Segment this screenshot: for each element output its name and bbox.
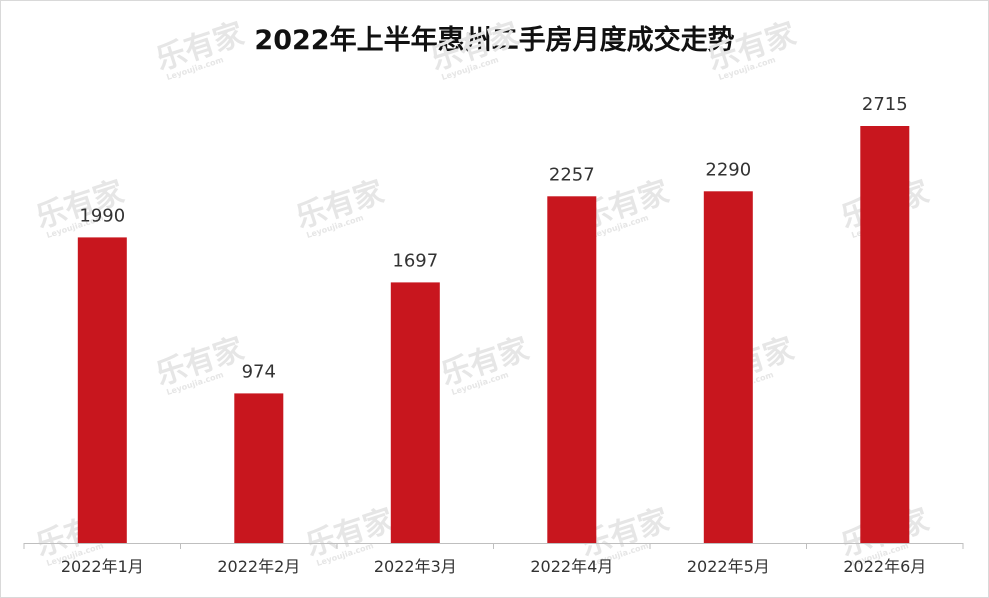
x-tick-label-6: 2022年6月 xyxy=(843,557,926,576)
bar-6 xyxy=(860,126,910,543)
x-tick-label-2: 2022年2月 xyxy=(217,557,300,576)
chart-title: 2022年上半年惠州二手房月度成交走势 xyxy=(254,25,735,56)
bars-group xyxy=(77,126,910,544)
bar-1 xyxy=(77,237,127,543)
bar-3 xyxy=(390,282,440,543)
bar-5 xyxy=(703,191,753,544)
data-label-1: 1990 xyxy=(79,205,125,226)
x-tick-label-5: 2022年5月 xyxy=(687,557,770,576)
bar-2 xyxy=(234,393,284,543)
data-label-4: 2257 xyxy=(549,164,595,185)
x-tick-label-4: 2022年4月 xyxy=(530,557,613,576)
bar-4 xyxy=(547,196,597,544)
data-label-2: 974 xyxy=(242,361,276,382)
x-tick-label-3: 2022年3月 xyxy=(374,557,457,576)
x-tick-label-1: 2022年1月 xyxy=(61,557,144,576)
data-labels-group: 1990 974 1697 2257 2290 2715 xyxy=(79,94,907,382)
data-label-6: 2715 xyxy=(862,94,908,115)
data-label-5: 2290 xyxy=(705,159,751,180)
x-axis: 2022年1月 2022年2月 2022年3月 2022年4月 2022年5月 2022年… xyxy=(23,543,964,576)
data-label-3: 1697 xyxy=(392,250,438,271)
